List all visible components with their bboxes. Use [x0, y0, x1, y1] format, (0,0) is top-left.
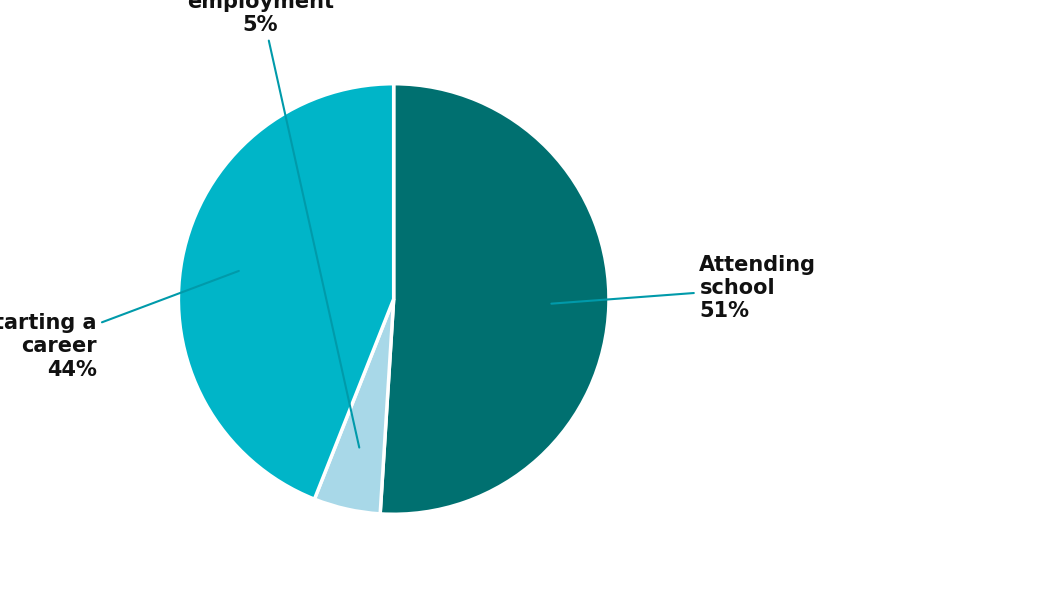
Wedge shape [380, 84, 609, 514]
Text: Looking for
employment
5%: Looking for employment 5% [186, 0, 360, 447]
Wedge shape [315, 299, 394, 514]
Wedge shape [179, 84, 394, 499]
Text: Attending
school
51%: Attending school 51% [551, 255, 816, 322]
Text: Starting a
career
44%: Starting a career 44% [0, 271, 238, 380]
